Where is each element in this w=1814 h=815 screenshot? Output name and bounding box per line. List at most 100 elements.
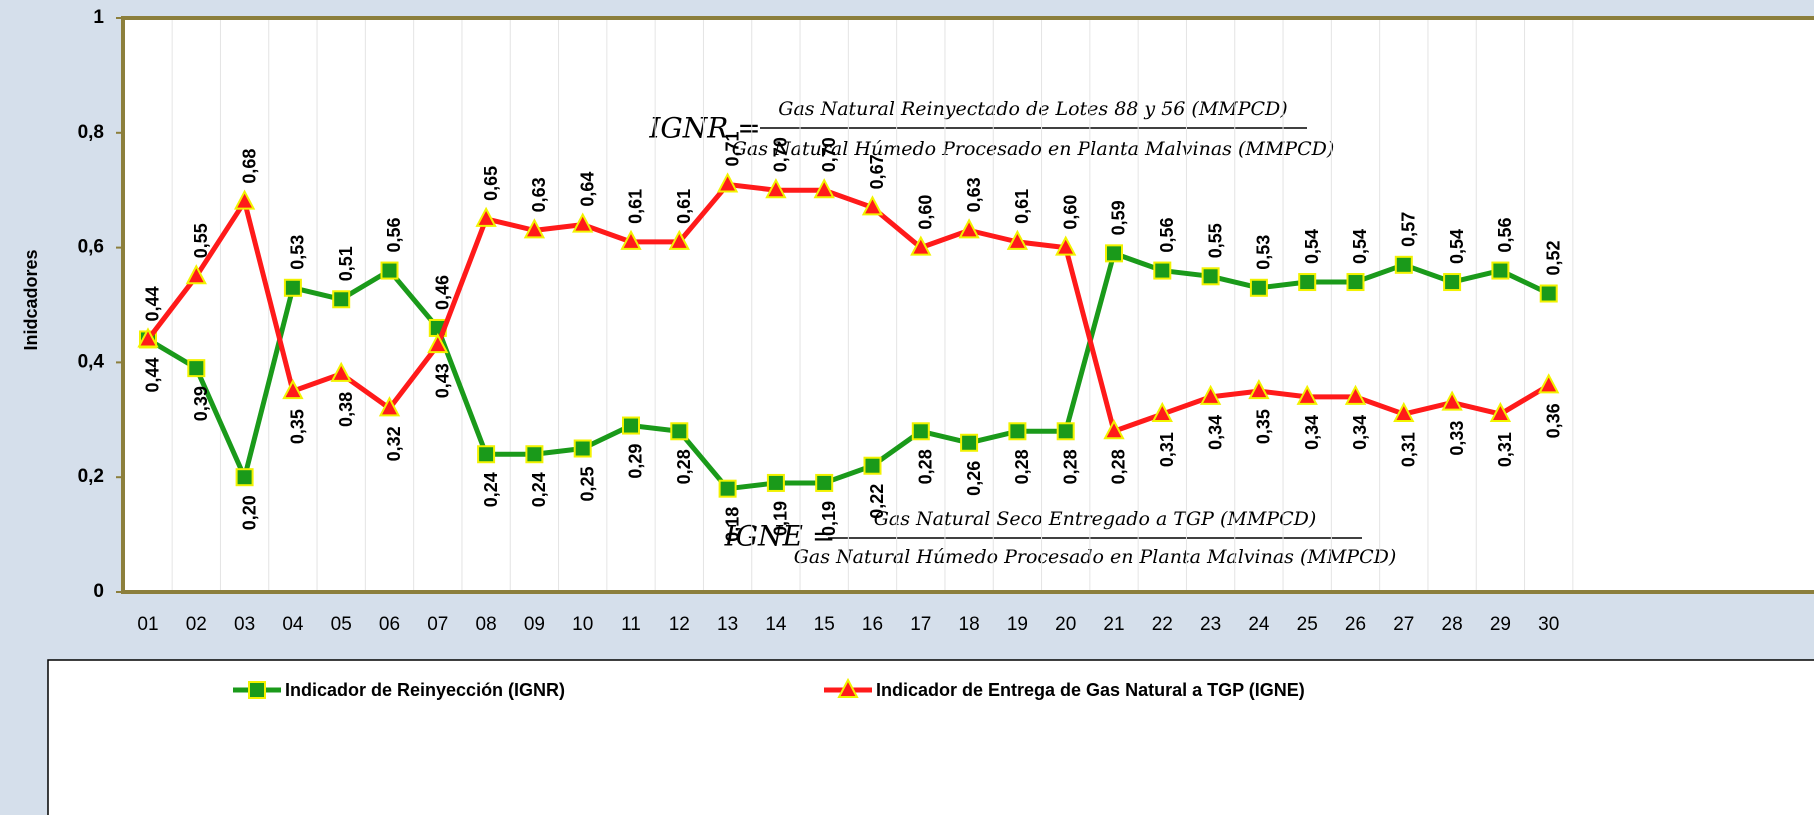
data-label: 0,63 bbox=[529, 177, 549, 212]
marker bbox=[1489, 401, 1512, 423]
data-label: 0,28 bbox=[916, 449, 936, 484]
x-tick-label: 03 bbox=[234, 614, 255, 635]
data-label: 0,52 bbox=[1543, 240, 1563, 275]
y-tick-label: 0,2 bbox=[78, 466, 104, 487]
marker bbox=[233, 189, 256, 210]
x-tick-label: 09 bbox=[524, 614, 545, 635]
marker bbox=[1008, 422, 1027, 441]
formula-label: IGNE = bbox=[724, 520, 836, 553]
marker bbox=[1105, 244, 1123, 263]
y-axis-label: Inidcadores bbox=[21, 249, 41, 350]
x-tick-label: 01 bbox=[137, 614, 158, 635]
data-label: 0,44 bbox=[143, 357, 163, 392]
marker bbox=[235, 468, 254, 487]
data-label: 0,54 bbox=[1350, 229, 1370, 264]
legend-label: Indicador de Entrega de Gas Natural a TG… bbox=[876, 680, 1305, 700]
marker bbox=[330, 361, 352, 382]
data-label: 0,67 bbox=[867, 154, 887, 189]
marker bbox=[861, 195, 884, 216]
marker bbox=[1346, 273, 1365, 292]
series-line bbox=[146, 181, 1550, 434]
data-label: 0,31 bbox=[1495, 432, 1515, 467]
marker bbox=[622, 416, 640, 435]
data-label: 0,65 bbox=[481, 166, 501, 201]
data-label: 0,28 bbox=[1060, 449, 1080, 484]
data-label: 0,53 bbox=[1254, 235, 1274, 270]
marker bbox=[477, 445, 496, 464]
marker bbox=[815, 473, 834, 492]
x-tick-label: 29 bbox=[1490, 614, 1511, 635]
data-label: 0,61 bbox=[674, 189, 694, 224]
data-label: 0,29 bbox=[626, 444, 646, 479]
marker bbox=[668, 229, 690, 250]
marker bbox=[766, 473, 785, 492]
data-label: 0,28 bbox=[674, 449, 694, 484]
legend-label: Indicador de Reinyección (IGNR) bbox=[285, 680, 565, 700]
marker bbox=[1249, 278, 1268, 297]
data-label: 0,44 bbox=[143, 286, 163, 321]
x-tick-label: 15 bbox=[814, 614, 835, 635]
data-label: 0,19 bbox=[771, 501, 791, 536]
marker bbox=[670, 422, 689, 441]
data-label: 0,53 bbox=[288, 235, 308, 270]
series bbox=[137, 172, 1560, 440]
marker bbox=[332, 290, 351, 309]
marker bbox=[185, 264, 207, 285]
x-tick-label: 23 bbox=[1200, 614, 1221, 635]
marker bbox=[475, 206, 497, 227]
formula-igne: IGNE = Gas Natural Seco Entregado a TGP … bbox=[724, 508, 1397, 568]
marker bbox=[1201, 267, 1220, 286]
x-tick-label: 02 bbox=[186, 614, 207, 635]
data-label: 0,56 bbox=[1157, 218, 1177, 253]
marker bbox=[1248, 378, 1270, 400]
marker bbox=[380, 261, 399, 280]
x-tick-label: 16 bbox=[862, 614, 883, 635]
data-label: 0,56 bbox=[1495, 218, 1515, 253]
formula-ignr: IGNR = Gas Natural Reinyectado de Lotes … bbox=[648, 98, 1334, 160]
marker bbox=[911, 422, 930, 441]
marker bbox=[1055, 235, 1077, 256]
data-label: 0,59 bbox=[1109, 200, 1129, 235]
data-label: 0,34 bbox=[1350, 415, 1370, 450]
marker bbox=[572, 212, 594, 233]
x-tick-label: 04 bbox=[282, 614, 304, 635]
data-label: 0,22 bbox=[867, 484, 887, 519]
data-label: 0,51 bbox=[336, 246, 356, 281]
data-label: 0,56 bbox=[384, 218, 404, 253]
marker bbox=[1298, 273, 1317, 292]
data-label: 0,34 bbox=[1302, 415, 1322, 450]
marker bbox=[837, 677, 859, 698]
marker bbox=[958, 218, 980, 239]
formula-denominator: Gas Natural Húmedo Procesado en Planta M… bbox=[732, 138, 1335, 160]
y-tick-label: 0 bbox=[93, 581, 104, 602]
marker bbox=[1006, 229, 1029, 250]
data-label: 0,24 bbox=[529, 472, 549, 507]
data-label: 0,35 bbox=[1254, 409, 1274, 444]
x-tick-label: 13 bbox=[717, 614, 738, 635]
data-label: 0,46 bbox=[433, 275, 453, 310]
data-label: 0,55 bbox=[191, 223, 211, 258]
data-label: 0,70 bbox=[771, 137, 791, 172]
data-label: 0,25 bbox=[577, 467, 597, 502]
marker bbox=[1538, 373, 1560, 394]
marker bbox=[248, 681, 266, 699]
data-label: 0,35 bbox=[288, 409, 308, 444]
x-tick-label: 20 bbox=[1055, 614, 1076, 635]
marker bbox=[1296, 384, 1318, 405]
data-label: 0,33 bbox=[1447, 421, 1467, 456]
marker bbox=[716, 172, 739, 193]
marker bbox=[765, 178, 787, 199]
marker bbox=[427, 333, 449, 354]
formula-numerator: Gas Natural Reinyectado de Lotes 88 y 56… bbox=[778, 98, 1287, 120]
data-label: 0,32 bbox=[384, 426, 404, 461]
x-tick-label: 14 bbox=[765, 614, 787, 635]
x-tick-label: 26 bbox=[1345, 614, 1366, 635]
x-tick-label: 07 bbox=[427, 614, 448, 635]
marker bbox=[137, 327, 159, 348]
data-label: 0,28 bbox=[1109, 449, 1129, 484]
x-tick-label: 21 bbox=[1103, 614, 1124, 635]
y-tick-label: 0,4 bbox=[78, 351, 105, 372]
data-label: 0,68 bbox=[239, 149, 259, 184]
plot-area bbox=[121, 16, 1814, 594]
